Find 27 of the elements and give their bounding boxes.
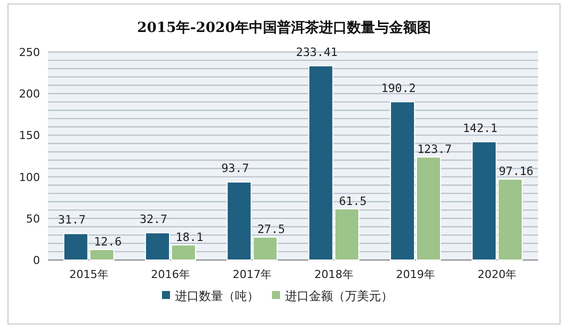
data-label: 142.1 xyxy=(462,120,498,135)
chart-title: 2015年-2020年中国普洱茶进口数量与金额图 xyxy=(137,19,431,36)
x-tick-label: 2020年 xyxy=(478,268,517,281)
y-tick-label: 250 xyxy=(19,46,40,59)
legend-label: 进口数量（吨） xyxy=(175,289,259,303)
x-tick-label: 2019年 xyxy=(396,268,435,281)
data-label: 233.41 xyxy=(296,44,338,59)
data-label: 123.7 xyxy=(417,142,452,156)
data-label: 27.5 xyxy=(257,222,286,236)
data-label: 61.5 xyxy=(338,194,367,208)
y-tick-label: 100 xyxy=(19,170,40,184)
data-label: 93.7 xyxy=(221,161,250,176)
x-tick-label: 2016年 xyxy=(151,268,190,281)
data-label: 12.6 xyxy=(94,234,122,249)
x-tick-label: 2015年 xyxy=(69,268,108,281)
data-label: 31.7 xyxy=(58,212,86,227)
data-label: 190.2 xyxy=(381,80,416,95)
x-tick-label: 2018年 xyxy=(314,268,354,281)
data-label: 97.16 xyxy=(498,164,534,178)
data-label: 32.7 xyxy=(140,212,168,226)
y-tick-label: 150 xyxy=(19,129,40,142)
y-tick-label: 200 xyxy=(19,88,40,101)
y-tick-label: 0 xyxy=(33,254,40,267)
y-tick-label: 50 xyxy=(26,212,40,226)
data-label: 18.1 xyxy=(176,230,204,244)
x-tick-label: 2017年 xyxy=(232,268,272,281)
legend-label: 进口金额（万美元） xyxy=(285,289,393,303)
